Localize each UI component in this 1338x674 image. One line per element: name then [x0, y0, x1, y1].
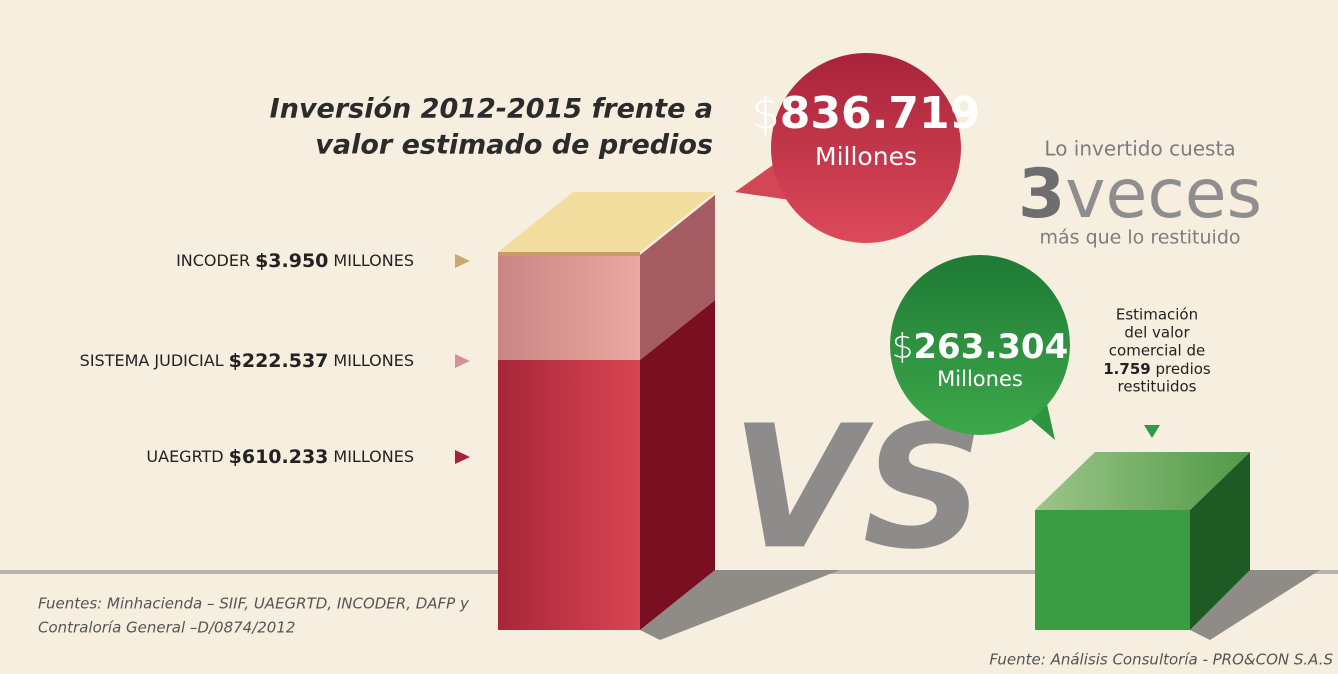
segment-name: UAEGRTD	[146, 447, 223, 466]
comparison-bottom: más que lo restituido	[1039, 227, 1240, 249]
comparison-number: 3	[1018, 155, 1065, 234]
note-line: restituidos	[1118, 378, 1197, 396]
segment-label: UAEGRTD $610.233 MILLONES	[146, 446, 414, 468]
bar-segment-front	[498, 252, 640, 256]
segment-label: INCODER $3.950 MILLONES	[176, 250, 414, 272]
bar-segment-side	[640, 300, 715, 630]
segment-unit: MILLONES	[333, 351, 414, 370]
segment-unit: MILLONES	[333, 447, 414, 466]
segment-labels: INCODER $3.950 MILLONES SISTEMA JUDICIAL $22…	[80, 250, 470, 468]
bar-segment-side	[640, 195, 715, 360]
bubble-amount: $836.719	[752, 88, 980, 139]
pointer	[455, 354, 470, 368]
currency: $	[752, 88, 780, 139]
segment-name: SISTEMA JUDICIAL	[80, 351, 224, 370]
pointer	[455, 254, 470, 268]
segment-amount: $3.950	[255, 250, 328, 272]
segment-amount: $222.537	[229, 350, 329, 372]
note-count-suffix: predios	[1151, 360, 1211, 378]
cube-front	[1035, 510, 1190, 630]
currency: $	[892, 327, 914, 367]
bubble-amount: $263.304	[892, 327, 1069, 367]
cube-shadow	[1190, 570, 1320, 640]
bar-shadow	[640, 570, 840, 640]
segment-label: SISTEMA JUDICIAL $222.537 MILLONES	[80, 350, 414, 372]
title: valor estimado de predios	[315, 130, 713, 161]
pointer	[1144, 425, 1160, 438]
note-line: comercial de	[1109, 342, 1205, 360]
segment-name: INCODER	[176, 251, 250, 270]
note-line: del valor	[1124, 324, 1190, 342]
comparison-main: 3veces	[1018, 155, 1262, 234]
title: Inversión 2012-2015 frente a	[270, 94, 713, 125]
segment-unit: MILLONES	[333, 251, 414, 270]
cube-side	[1190, 452, 1250, 630]
source-left: Contraloría General –D/0874/2012	[38, 619, 295, 637]
bubble	[771, 53, 961, 243]
cube-top	[1035, 452, 1250, 510]
bar-top	[498, 192, 715, 252]
note-count: 1.759	[1103, 360, 1150, 378]
note-line: Estimación	[1116, 306, 1198, 324]
segment-amount: $610.233	[229, 446, 329, 468]
comparison-top: Lo invertido cuesta	[1044, 137, 1235, 161]
bar-segment-front	[498, 360, 640, 630]
bubble-unit: Millones	[815, 142, 917, 171]
amount: 263.304	[913, 327, 1068, 367]
bubble-unit: Millones	[937, 367, 1023, 391]
bar-segment-front	[498, 255, 640, 360]
source-right: Fuente: Análisis Consultoría - PRO&CON S…	[989, 651, 1333, 669]
bubble	[890, 255, 1070, 435]
pointer	[455, 450, 470, 464]
note-line: 1.759 predios	[1103, 360, 1211, 378]
source-left: Fuentes: Minhacienda – SIIF, UAEGRTD, IN…	[38, 595, 470, 613]
comparison-word: veces	[1065, 155, 1262, 234]
amount: 836.719	[780, 88, 980, 139]
